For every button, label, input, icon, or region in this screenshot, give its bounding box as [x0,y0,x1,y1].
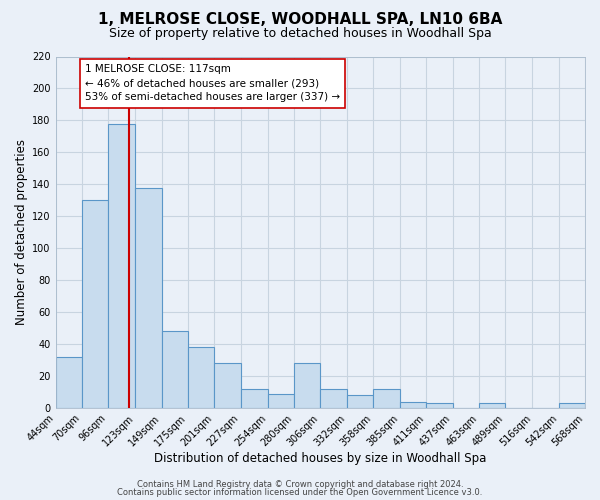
X-axis label: Distribution of detached houses by size in Woodhall Spa: Distribution of detached houses by size … [154,452,487,465]
Text: Contains HM Land Registry data © Crown copyright and database right 2024.: Contains HM Land Registry data © Crown c… [137,480,463,489]
Bar [108,124,136,408]
Bar [188,348,214,408]
Text: Size of property relative to detached houses in Woodhall Spa: Size of property relative to detached ho… [109,28,491,40]
Bar [56,357,82,408]
Y-axis label: Number of detached properties: Number of detached properties [15,139,28,325]
Bar [241,389,268,408]
Text: Contains public sector information licensed under the Open Government Licence v3: Contains public sector information licen… [118,488,482,497]
Bar [162,332,188,408]
Bar [427,403,452,408]
Text: 1 MELROSE CLOSE: 117sqm
← 46% of detached houses are smaller (293)
53% of semi-d: 1 MELROSE CLOSE: 117sqm ← 46% of detache… [85,64,340,102]
Bar [294,363,320,408]
Bar [400,402,427,408]
Bar [347,395,373,408]
Bar [136,188,162,408]
Bar [268,394,294,408]
Bar [373,389,400,408]
Bar [559,403,585,408]
Bar [320,389,347,408]
Bar [479,403,505,408]
Text: 1, MELROSE CLOSE, WOODHALL SPA, LN10 6BA: 1, MELROSE CLOSE, WOODHALL SPA, LN10 6BA [98,12,502,28]
Bar [82,200,108,408]
Bar [214,363,241,408]
